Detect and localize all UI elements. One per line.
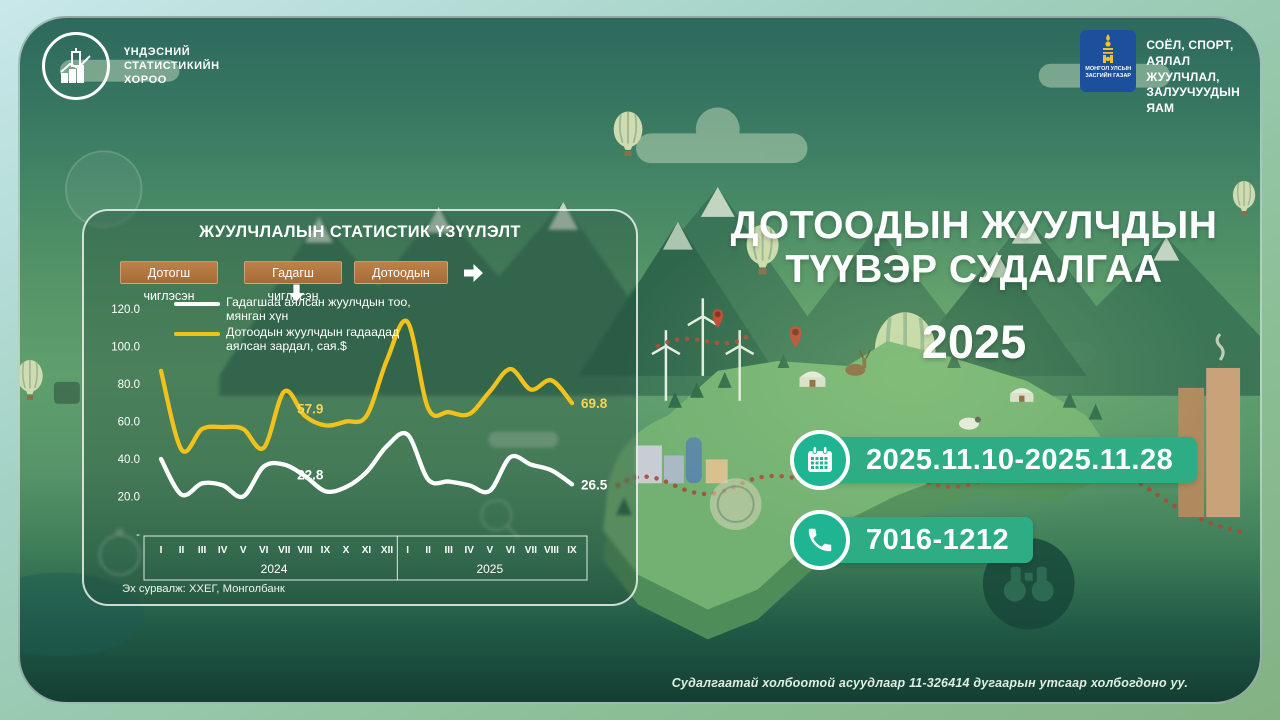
city-buildings	[636, 437, 728, 484]
svg-text:XII: XII	[381, 545, 393, 556]
svg-text:V: V	[486, 545, 493, 556]
sheep-icon	[958, 416, 981, 430]
date-range-value: 2025.11.10-2025.11.28	[822, 437, 1198, 483]
right-arrow-icon[interactable]	[464, 263, 483, 282]
svg-text:IV: IV	[218, 545, 228, 556]
svg-text:2025: 2025	[476, 562, 503, 576]
svg-text:22.8: 22.8	[297, 467, 324, 482]
legend-swatch-yellow	[174, 332, 220, 337]
nso-logo: ҮНДЭСНИЙ СТАТИСТИКИЙН ХОРОО	[42, 32, 220, 100]
legend-item-expense: Дотоодын жуулчдын гадаадад аялсан зардал…	[174, 325, 438, 353]
page-title: ДОТООДЫН ЖУУЛЧДЫН ТҮҮВЭР СУДАЛГАА	[730, 204, 1218, 291]
nso-name: ҮНДЭСНИЙ СТАТИСТИКИЙН ХОРОО	[124, 45, 220, 87]
svg-text:II: II	[425, 545, 431, 556]
legend-item-outbound: Гадагшаа аялсан жуулчдын тоо, мянган хүн	[174, 295, 438, 323]
svg-text:V: V	[240, 545, 247, 556]
survey-year: 2025	[921, 315, 1027, 368]
nso-emblem-icon	[42, 32, 110, 100]
legend-label: Гадагшаа аялсан жуулчдын тоо, мянган хүн	[226, 295, 411, 324]
svg-text:VI: VI	[259, 545, 269, 556]
phone-badge: 7016-1212	[790, 510, 1034, 570]
ministry-logo: МОНГОЛ УЛСЫН ЗАСГИЙН ГАЗАР СОЁЛ, СПОРТ, …	[1080, 30, 1260, 117]
svg-text:II: II	[179, 545, 185, 556]
svg-text:III: III	[445, 545, 454, 556]
svg-text:VI: VI	[506, 545, 516, 556]
chart-tabs: Дотогш чиглэсэн Гадагш чиглэсэн Дотоодын	[120, 261, 483, 303]
svg-text:26.5: 26.5	[581, 477, 608, 492]
phone-value: 7016-1212	[822, 517, 1034, 563]
soyombo-icon	[1103, 34, 1114, 63]
legend-label: Дотоодын жуулчдын гадаадад аялсан зардал…	[226, 325, 400, 354]
svg-text:20.0: 20.0	[118, 492, 140, 504]
chart-panel: ЖУУЛЧЛАЛЫН СТАТИСТИК ҮЗҮҮЛЭЛТ Дотогш чиг…	[82, 209, 638, 606]
ger-icon	[799, 371, 1034, 402]
svg-text:80.0: 80.0	[118, 379, 140, 391]
tab-outbound[interactable]: Гадагш чиглэсэн	[244, 261, 342, 303]
ministry-name: СОЁЛ, СПОРТ, АЯЛАЛ ЖУУЛЧЛАЛ, ЗАЛУУЧУУДЫН…	[1146, 38, 1240, 116]
date-range-badge: 2025.11.10-2025.11.28	[790, 430, 1198, 490]
svg-text:100.0: 100.0	[111, 342, 140, 354]
basket-icon	[53, 381, 80, 404]
svg-text:XI: XI	[362, 545, 372, 556]
down-arrow-icon[interactable]	[288, 284, 305, 302]
svg-text:-: -	[136, 529, 140, 541]
chart-panel-title: ЖУУЛЧЛАЛЫН СТАТИСТИК ҮЗҮҮЛЭЛТ	[199, 223, 521, 241]
calendar-icon	[790, 430, 850, 490]
svg-text:VII: VII	[525, 545, 537, 556]
trees	[616, 352, 1103, 516]
chart-source: Эх сурвалж: ХХЕГ, Монголбанк	[122, 583, 285, 595]
wind-turbine-icon	[651, 298, 755, 401]
chart-legend: Гадагшаа аялсан жуулчдын тоо, мянган хүн…	[174, 295, 438, 356]
svg-text:IV: IV	[465, 545, 475, 556]
svg-text:60.0: 60.0	[118, 417, 140, 429]
svg-text:IX: IX	[321, 545, 331, 556]
svg-text:VIII: VIII	[544, 545, 559, 556]
svg-text:69.8: 69.8	[581, 396, 608, 411]
svg-text:57.9: 57.9	[297, 401, 323, 416]
svg-text:120.0: 120.0	[111, 304, 140, 316]
tab-inbound[interactable]: Дотогш чиглэсэн	[120, 261, 218, 303]
animals	[845, 349, 981, 430]
svg-text:IX: IX	[567, 545, 577, 556]
deer-icon	[845, 349, 871, 376]
svg-text:I: I	[406, 545, 409, 556]
smokestacks	[1178, 333, 1241, 518]
map-pin-icon	[712, 309, 802, 349]
svg-text:I: I	[160, 545, 163, 556]
government-emblem-icon: МОНГОЛ УЛСЫН ЗАСГИЙН ГАЗАР	[1080, 30, 1137, 92]
legend-swatch-white	[174, 302, 220, 306]
svg-text:III: III	[198, 545, 207, 556]
svg-text:VII: VII	[278, 545, 290, 556]
svg-text:X: X	[343, 545, 350, 556]
footer-contact-note: Судалгаатай холбоотой асуудлаар 11-32641…	[671, 676, 1188, 690]
svg-text:40.0: 40.0	[118, 454, 140, 466]
phone-icon	[790, 510, 850, 570]
svg-text:2024: 2024	[261, 562, 288, 576]
tab-domestic[interactable]: Дотоодын	[354, 261, 448, 284]
svg-text:VIII: VIII	[297, 545, 312, 556]
emblem-caption: МОНГОЛ УЛСЫН ЗАСГИЙН ГАЗАР	[1085, 66, 1132, 79]
main-card: ҮНДЭСНИЙ СТАТИСТИКИЙН ХОРОО	[18, 16, 1262, 704]
